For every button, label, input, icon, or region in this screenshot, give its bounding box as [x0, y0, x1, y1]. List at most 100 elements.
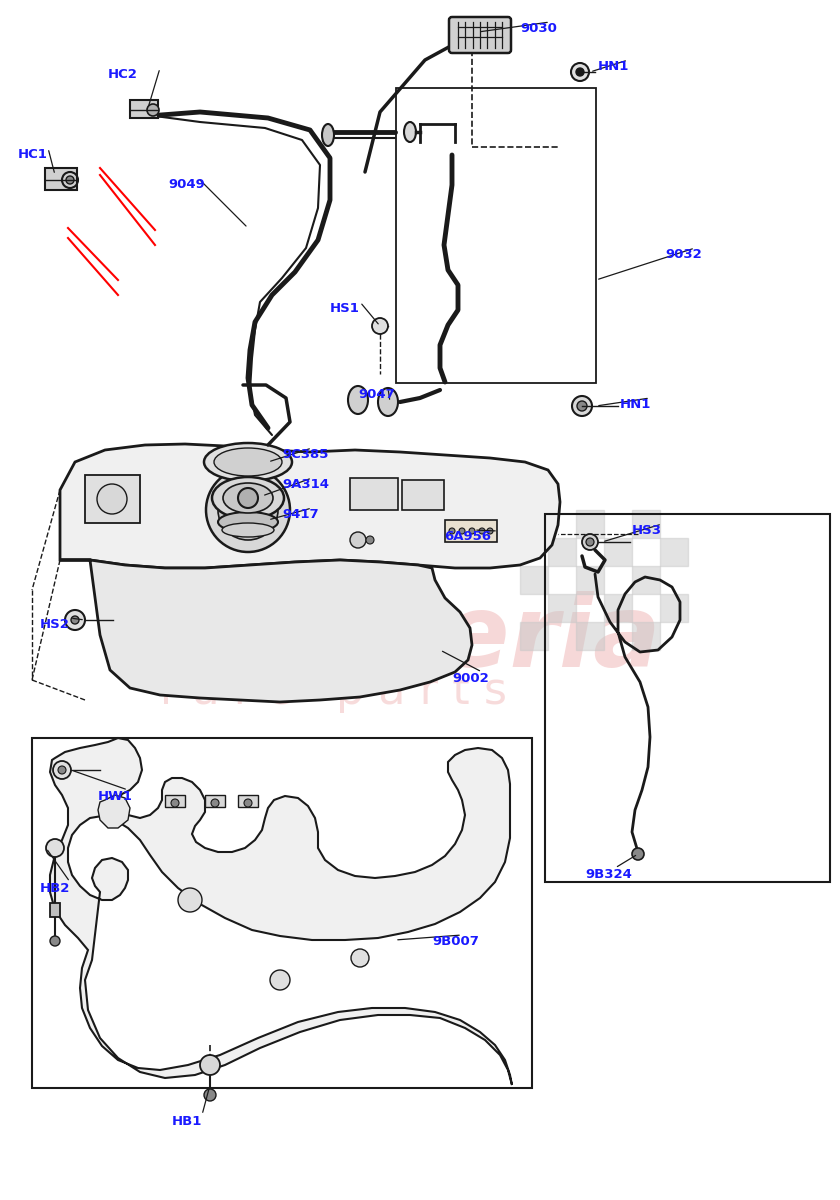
Circle shape [46, 839, 64, 857]
Circle shape [244, 799, 252, 806]
Ellipse shape [223, 482, 273, 514]
Text: 9032: 9032 [665, 248, 701, 260]
Text: HN1: HN1 [598, 60, 629, 73]
Circle shape [372, 318, 388, 334]
Text: 9030: 9030 [520, 22, 557, 35]
Text: 9B324: 9B324 [585, 868, 632, 881]
Polygon shape [50, 738, 512, 1085]
Circle shape [204, 1090, 216, 1102]
Bar [604, 538, 632, 566]
Text: 9B007: 9B007 [432, 935, 479, 948]
Bar [402, 480, 444, 510]
Bar [130, 100, 158, 118]
Circle shape [178, 888, 202, 912]
Circle shape [53, 761, 71, 779]
Text: 9047: 9047 [358, 388, 395, 401]
Text: r a r e   p a r t s: r a r e p a r t s [160, 670, 507, 713]
Bar [660, 538, 688, 566]
Circle shape [577, 401, 587, 410]
Bar [576, 622, 604, 650]
Circle shape [469, 528, 475, 534]
Bar [32, 738, 532, 1088]
Circle shape [218, 480, 278, 540]
Text: 9417: 9417 [282, 508, 318, 521]
Circle shape [211, 799, 219, 806]
Text: scuderia: scuderia [180, 590, 660, 686]
Circle shape [50, 936, 60, 946]
FancyBboxPatch shape [449, 17, 511, 53]
Circle shape [586, 538, 594, 546]
Bar [632, 622, 660, 650]
Text: HS3: HS3 [632, 524, 662, 538]
Bar [545, 514, 830, 882]
Circle shape [576, 68, 584, 76]
Polygon shape [60, 560, 472, 702]
Text: HC1: HC1 [18, 148, 48, 161]
Ellipse shape [212, 476, 284, 518]
Circle shape [171, 799, 179, 806]
Circle shape [206, 468, 290, 552]
Bar [576, 566, 604, 594]
Bar [45, 168, 77, 190]
Bar [576, 510, 604, 538]
Text: 6A956: 6A956 [444, 530, 491, 542]
Bar [520, 510, 548, 538]
Circle shape [571, 62, 589, 80]
Bar [632, 566, 660, 594]
Circle shape [238, 488, 258, 508]
Text: HB1: HB1 [172, 1115, 202, 1128]
Ellipse shape [378, 388, 398, 416]
Bar [238, 794, 258, 806]
Ellipse shape [214, 448, 282, 476]
Circle shape [459, 528, 465, 534]
Bar [604, 594, 632, 622]
Text: HS1: HS1 [330, 302, 360, 314]
Ellipse shape [348, 386, 368, 414]
Circle shape [632, 848, 644, 860]
Circle shape [449, 528, 455, 534]
Text: HC2: HC2 [108, 68, 138, 80]
Circle shape [71, 616, 79, 624]
Bar [520, 566, 548, 594]
Bar [632, 510, 660, 538]
Circle shape [582, 534, 598, 550]
Text: HN1: HN1 [620, 398, 651, 410]
Circle shape [58, 766, 66, 774]
Circle shape [572, 396, 592, 416]
Text: 9C385: 9C385 [282, 448, 328, 461]
Ellipse shape [222, 523, 274, 538]
Bar [50, 902, 60, 917]
Bar [660, 594, 688, 622]
Text: 9049: 9049 [168, 178, 205, 191]
Text: 9002: 9002 [452, 672, 489, 685]
Circle shape [479, 528, 485, 534]
Text: HW1: HW1 [98, 790, 133, 803]
Bar [85, 475, 140, 523]
Bar [445, 520, 497, 542]
Ellipse shape [204, 443, 292, 481]
Text: HS2: HS2 [40, 618, 70, 631]
Bar [165, 794, 185, 806]
Ellipse shape [218, 512, 278, 532]
Bar [396, 88, 596, 383]
Bar [548, 538, 576, 566]
Circle shape [97, 484, 127, 514]
Circle shape [147, 104, 159, 116]
Bar [520, 622, 548, 650]
Text: HB2: HB2 [40, 882, 71, 895]
Circle shape [270, 970, 290, 990]
Circle shape [65, 610, 85, 630]
Circle shape [487, 528, 493, 534]
Circle shape [366, 536, 374, 544]
Text: 9A314: 9A314 [282, 478, 329, 491]
Bar [548, 594, 576, 622]
Ellipse shape [322, 124, 334, 146]
Polygon shape [98, 794, 130, 828]
Ellipse shape [404, 122, 416, 142]
Circle shape [350, 532, 366, 548]
Bar [350, 478, 398, 510]
Circle shape [200, 1055, 220, 1075]
Circle shape [66, 176, 74, 184]
Circle shape [351, 949, 369, 967]
Polygon shape [60, 444, 560, 568]
